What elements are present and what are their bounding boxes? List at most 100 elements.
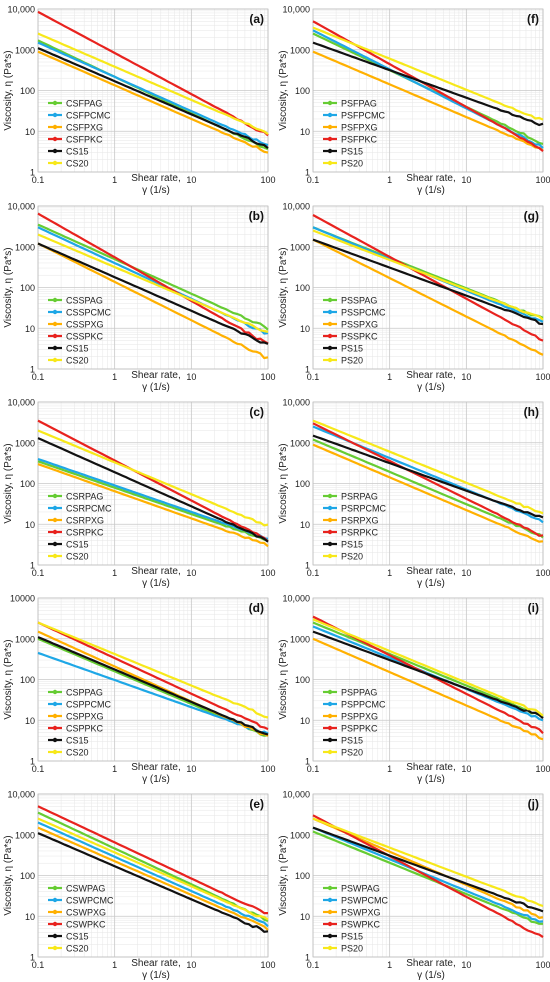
x-axis-label-units: γ (1/s) xyxy=(417,382,445,393)
x-axis-label: Shear rate, xyxy=(406,370,455,381)
legend-entry: CS15 xyxy=(66,147,89,157)
legend-entry: CSWPKC xyxy=(66,920,106,930)
plot-area-frame xyxy=(37,401,269,566)
legend-marker xyxy=(327,749,333,755)
series-line-ps15 xyxy=(312,41,544,127)
legend-marker xyxy=(52,333,58,339)
y-tick-label: 10,000 xyxy=(7,398,35,408)
y-tick-label: 10 xyxy=(25,324,35,334)
series-line-csppcmc xyxy=(37,651,269,735)
x-tick-label: 0.1 xyxy=(32,960,45,970)
y-axis-label: Viscosity, η (Pa*s) xyxy=(3,443,14,523)
y-tick-label: 1 xyxy=(30,953,35,963)
legend-entry: PSSPCMC xyxy=(341,308,386,318)
legend-marker xyxy=(52,297,58,303)
legend-entry: CSPPCMC xyxy=(66,700,112,710)
panel-label: (g) xyxy=(524,209,539,223)
x-tick-label: 10 xyxy=(186,568,196,578)
legend-marker xyxy=(52,357,58,363)
x-tick-label: 0.1 xyxy=(32,372,45,382)
legend-marker xyxy=(327,921,333,927)
legend-marker xyxy=(327,136,333,142)
series-line-csrpxg xyxy=(37,463,269,548)
legend-entry: CSPPXG xyxy=(66,712,104,722)
x-tick-label: 0.1 xyxy=(32,568,45,578)
legend-marker xyxy=(52,136,58,142)
x-tick-label: 0.1 xyxy=(32,175,45,185)
panel-label: (d) xyxy=(249,601,264,615)
series-line-ps20 xyxy=(312,229,544,321)
series-line-cs15 xyxy=(37,832,269,933)
legend-marker xyxy=(52,725,58,731)
legend-marker xyxy=(52,541,58,547)
x-tick-label: 1 xyxy=(387,372,392,382)
y-tick-label: 1 xyxy=(30,561,35,571)
legend-marker xyxy=(52,689,58,695)
y-tick-label: 100 xyxy=(295,479,310,489)
x-axis-label: Shear rate, xyxy=(131,173,180,184)
series-line-ps15 xyxy=(312,826,544,913)
legend: CSRPAG CSRPCMC CSRPXG CSRPKC CS15 CS20 xyxy=(48,492,112,562)
y-tick-label: 10,000 xyxy=(7,5,35,15)
legend-marker xyxy=(327,160,333,166)
series-line-psrpxg xyxy=(312,443,544,543)
legend-entry: PS15 xyxy=(341,540,363,550)
legend-entry: PSRPAG xyxy=(341,492,378,502)
x-axis-label: Shear rate, xyxy=(131,762,180,773)
series-line-ps20 xyxy=(312,618,544,717)
y-tick-label: 1000 xyxy=(290,438,310,448)
series-line-csfpxg xyxy=(37,50,269,154)
legend-entry: CSRPAG xyxy=(66,492,103,502)
legend: CSWPAG CSWPCMC CSWPXG CSWPKC CS15 CS20 xyxy=(48,884,114,954)
legend-entry: PSWPKC xyxy=(341,920,381,930)
y-tick-label: 1000 xyxy=(290,634,310,644)
legend-marker xyxy=(327,124,333,130)
legend-entry: PSPPAG xyxy=(341,688,377,698)
legend-entry: PSWPAG xyxy=(341,884,380,894)
legend: CSSPAG CSSPCMC CSSPXG CSSPKC CS15 CS20 xyxy=(48,296,112,366)
legend-entry: PS15 xyxy=(341,344,363,354)
y-tick-label: 100 xyxy=(20,479,35,489)
legend-entry: PSFPXG xyxy=(341,123,378,133)
legend-marker xyxy=(327,333,333,339)
y-axis-label: Viscosity, η (Pa*s) xyxy=(278,247,289,327)
y-axis-label: Viscosity, η (Pa*s) xyxy=(278,50,289,130)
legend-entry: CSRPCMC xyxy=(66,504,112,514)
y-tick-label: 10,000 xyxy=(7,202,35,212)
x-tick-label: 100 xyxy=(260,960,275,970)
legend-entry: PSWPCMC xyxy=(341,896,389,906)
y-tick-label: 1000 xyxy=(15,45,35,55)
legend-entry: PS20 xyxy=(341,944,363,954)
y-tick-label: 10 xyxy=(25,520,35,530)
y-tick-label: 10,000 xyxy=(282,398,310,408)
x-tick-label: 10 xyxy=(461,764,471,774)
series-line-cs15 xyxy=(37,636,269,736)
legend-marker xyxy=(52,933,58,939)
legend-entry: CSFPCMC xyxy=(66,111,111,121)
legend-marker xyxy=(52,493,58,499)
y-tick-label: 100 xyxy=(295,86,310,96)
series-line-csfpcmc xyxy=(37,41,269,147)
x-tick-label: 1 xyxy=(387,175,392,185)
legend-entry: CS20 xyxy=(66,944,89,954)
x-tick-label: 1 xyxy=(112,175,117,185)
series-line-csfpkc xyxy=(37,10,269,137)
legend-marker xyxy=(52,921,58,927)
legend-marker xyxy=(327,505,333,511)
legend-marker xyxy=(327,897,333,903)
legend-marker xyxy=(327,100,333,106)
x-tick-label: 0.1 xyxy=(307,175,320,185)
y-tick-label: 100 xyxy=(295,871,310,881)
series-line-csspkc xyxy=(37,212,269,345)
series-line-psppxg xyxy=(312,637,544,741)
minor-grid xyxy=(313,9,543,172)
